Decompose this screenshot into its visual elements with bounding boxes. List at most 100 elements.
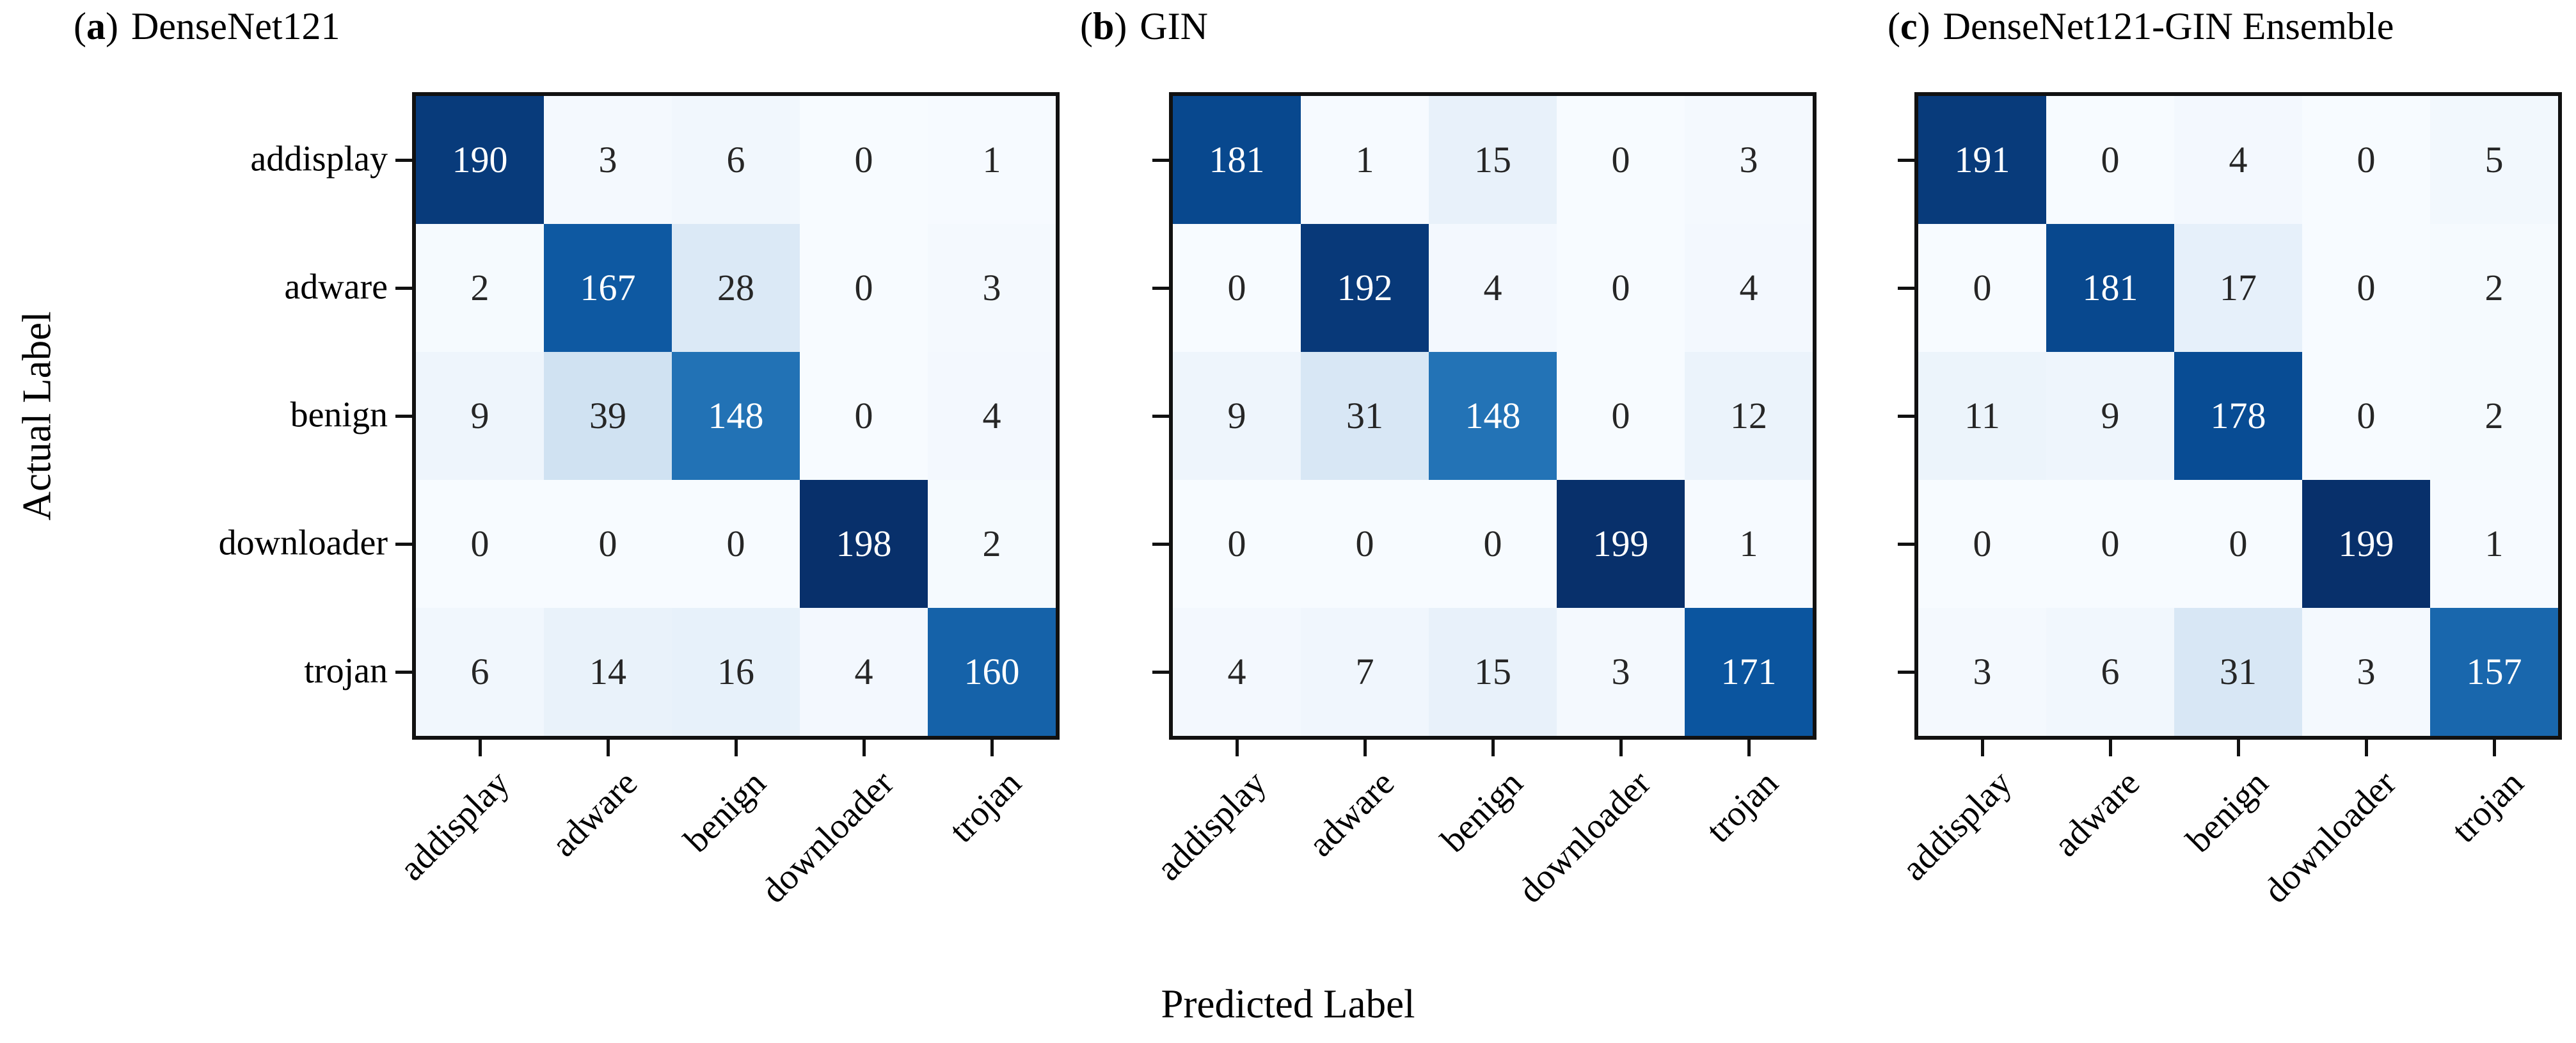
- matrix-cell: 0: [1557, 96, 1685, 224]
- matrix-cell: 160: [928, 608, 1056, 736]
- panel-index-letter: c: [1900, 5, 1918, 47]
- y-tick: [395, 670, 412, 674]
- matrix-cell: 39: [544, 352, 672, 480]
- x-tick: [1747, 740, 1751, 756]
- y-tick: [1152, 158, 1169, 162]
- matrix-cell: 0: [800, 224, 928, 352]
- x-tick-label: addisplay: [392, 763, 518, 889]
- y-tick: [1152, 286, 1169, 290]
- x-tick: [478, 740, 482, 756]
- x-axis-title: Predicted Label: [1161, 982, 1415, 1026]
- matrix-cell: 5: [2430, 96, 2558, 224]
- y-tick-label: adware: [284, 267, 388, 307]
- y-tick: [1152, 670, 1169, 674]
- y-tick: [395, 414, 412, 418]
- matrix-cell: 0: [2046, 96, 2174, 224]
- matrix-cell: 181: [2046, 224, 2174, 352]
- y-tick: [395, 542, 412, 546]
- matrix-cell: 16: [672, 608, 800, 736]
- matrix-cell: 198: [800, 480, 928, 608]
- matrix-cell: 6: [672, 96, 800, 224]
- x-tick: [1619, 740, 1623, 756]
- x-tick: [1363, 740, 1367, 756]
- matrix-cell: 9: [2046, 352, 2174, 480]
- x-tick: [734, 740, 738, 756]
- matrix-cell: 0: [1429, 480, 1557, 608]
- y-tick: [1898, 286, 1914, 290]
- matrix-cell: 15: [1429, 608, 1557, 736]
- heatmap-c: 191 0 4 0 5 0 181 17 0 2 11 9 178 0 2 0 0 0 199 1 3 6 31 3 157: [1914, 92, 2562, 740]
- x-tick: [2236, 740, 2240, 756]
- matrix-cell: 3: [1918, 608, 2046, 736]
- matrix-cell: 4: [2174, 96, 2302, 224]
- x-tick-label: trojan: [1699, 763, 1786, 850]
- panel-index-letter: a: [86, 5, 106, 47]
- y-tick: [395, 286, 412, 290]
- matrix-cell: 31: [2174, 608, 2302, 736]
- y-tick-label: addisplay: [250, 139, 388, 179]
- matrix-cell: 148: [672, 352, 800, 480]
- y-tick: [1898, 158, 1914, 162]
- y-axis-title: Actual Label: [14, 311, 60, 521]
- x-tick-label: downloader: [2255, 763, 2404, 911]
- y-tick: [1152, 542, 1169, 546]
- matrix-cell: 0: [800, 352, 928, 480]
- matrix-cell: 3: [1685, 96, 1813, 224]
- x-tick: [862, 740, 866, 756]
- matrix-cell: 2: [2430, 352, 2558, 480]
- matrix-cell: 171: [1685, 608, 1813, 736]
- matrix-cell: 12: [1685, 352, 1813, 480]
- panel-index-open: (: [74, 5, 86, 47]
- matrix-cell: 0: [1173, 480, 1301, 608]
- matrix-cell: 178: [2174, 352, 2302, 480]
- matrix-cell: 148: [1429, 352, 1557, 480]
- panel-title-densenet121: (a) DenseNet121: [74, 5, 340, 47]
- matrix-cell: 15: [1429, 96, 1557, 224]
- y-tick-label: downloader: [218, 523, 388, 563]
- matrix-cell: 0: [2302, 224, 2430, 352]
- matrix-cell: 167: [544, 224, 672, 352]
- x-tick-label: downloader: [753, 763, 902, 911]
- x-tick: [2364, 740, 2368, 756]
- matrix-cell: 4: [800, 608, 928, 736]
- panel-title-text: DenseNet121: [131, 5, 340, 47]
- panel-index-close: ): [1917, 5, 1930, 47]
- y-tick: [395, 158, 412, 162]
- matrix-cell: 14: [544, 608, 672, 736]
- x-tick: [1235, 740, 1239, 756]
- x-tick-label: adware: [2046, 763, 2148, 864]
- matrix-cell: 199: [2302, 480, 2430, 608]
- matrix-cell: 190: [416, 96, 544, 224]
- matrix-cell: 0: [800, 96, 928, 224]
- x-tick-label: addisplay: [1894, 763, 2020, 889]
- panel-index-open: (: [1888, 5, 1900, 47]
- matrix-cell: 31: [1301, 352, 1429, 480]
- matrix-cell: 1: [928, 96, 1056, 224]
- matrix-cell: 3: [1557, 608, 1685, 736]
- matrix-cell: 1: [1685, 480, 1813, 608]
- y-tick: [1898, 670, 1914, 674]
- matrix-cell: 0: [1557, 224, 1685, 352]
- panel-index-open: (: [1080, 5, 1093, 47]
- x-tick-label: trojan: [942, 763, 1030, 850]
- matrix-cell: 2: [416, 224, 544, 352]
- y-tick: [1898, 414, 1914, 418]
- matrix-cell: 4: [928, 352, 1056, 480]
- matrix-cell: 3: [928, 224, 1056, 352]
- panel-index-letter: b: [1092, 5, 1115, 47]
- matrix-cell: 6: [2046, 608, 2174, 736]
- matrix-cell: 192: [1301, 224, 1429, 352]
- matrix-cell: 1: [1301, 96, 1429, 224]
- matrix-cell: 4: [1173, 608, 1301, 736]
- x-tick-label: benign: [676, 763, 774, 861]
- matrix-cell: 0: [1918, 224, 2046, 352]
- matrix-cell: 0: [672, 480, 800, 608]
- matrix-cell: 9: [416, 352, 544, 480]
- x-tick: [2492, 740, 2496, 756]
- x-tick: [2108, 740, 2112, 756]
- matrix-cell: 0: [1301, 480, 1429, 608]
- matrix-cell: 181: [1173, 96, 1301, 224]
- x-tick-label: addisplay: [1149, 763, 1275, 889]
- x-tick: [1980, 740, 1984, 756]
